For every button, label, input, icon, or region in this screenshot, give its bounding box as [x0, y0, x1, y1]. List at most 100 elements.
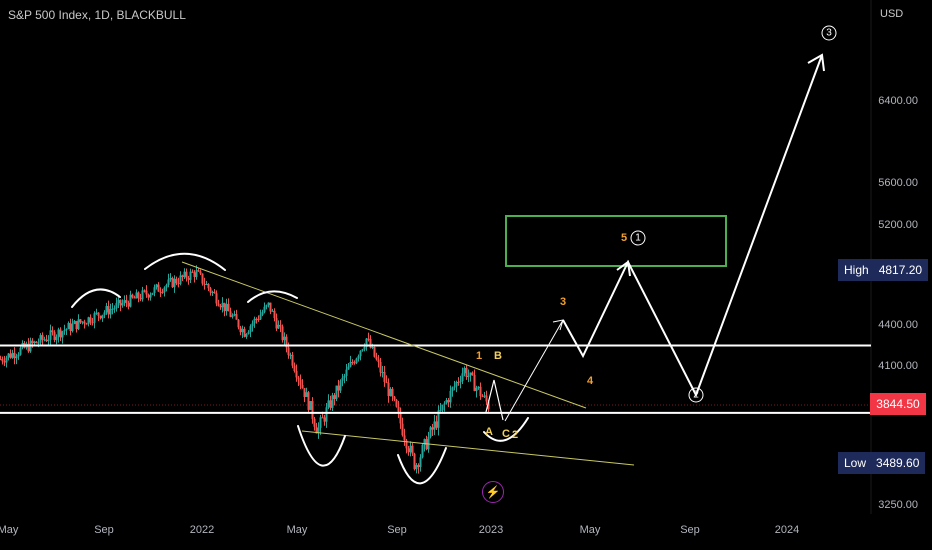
candle-body	[273, 310, 276, 319]
candle-body	[317, 427, 320, 434]
wave-circle-1: 1	[630, 230, 646, 246]
candle-body	[465, 367, 468, 378]
candle-body	[405, 440, 408, 449]
candle-body	[19, 347, 22, 355]
candle-body	[333, 395, 336, 399]
candle-body	[403, 435, 406, 441]
candle-body	[151, 292, 154, 295]
candle-body	[187, 278, 190, 280]
candle-body	[281, 326, 284, 341]
candle-body	[205, 284, 208, 286]
candle-body	[73, 321, 76, 324]
candle-body	[477, 386, 480, 388]
candle-body	[487, 401, 490, 410]
candle-body	[41, 335, 44, 340]
candle-body	[245, 333, 248, 337]
candle-body	[209, 288, 212, 293]
candle-body	[381, 372, 384, 374]
left-shoulder-arc[interactable]	[71, 288, 121, 308]
candle-body	[247, 332, 250, 334]
candle-body	[267, 302, 270, 306]
candle-body	[227, 303, 230, 312]
candle-body	[467, 375, 470, 378]
wave-b-path[interactable]	[485, 379, 504, 421]
candle-body	[263, 306, 266, 313]
candle-body	[309, 401, 312, 410]
candle-body	[249, 326, 252, 333]
candle-body	[455, 381, 458, 387]
low-badge-value: 3489.60	[876, 456, 920, 470]
candle-body	[401, 423, 404, 436]
candle-body	[299, 379, 302, 385]
time-label: Sep	[94, 524, 114, 536]
lightning-bolt-icon[interactable]: ⚡	[482, 481, 504, 503]
candle-body	[37, 342, 40, 344]
candle-body	[115, 303, 118, 309]
candle-body	[359, 350, 362, 357]
candle-body	[215, 293, 218, 304]
candle-body	[331, 395, 334, 408]
candle-body	[163, 287, 166, 293]
candle-body	[77, 319, 80, 330]
candle-body	[387, 382, 390, 397]
candle-body	[339, 380, 342, 391]
candle-body	[315, 426, 318, 434]
candle-body	[179, 275, 182, 284]
candle-body	[469, 372, 472, 376]
candle-body	[239, 327, 242, 333]
candle-body	[193, 272, 196, 278]
candle-body	[185, 271, 188, 279]
lower-trendline[interactable]	[301, 430, 635, 466]
target-box[interactable]	[505, 215, 727, 267]
candle-body	[395, 399, 398, 407]
wave-circle-2: 2	[688, 387, 704, 403]
price-label: 5200.00	[878, 219, 918, 231]
candle-body	[409, 445, 412, 453]
candle-body	[5, 357, 8, 363]
right-shoulder-arc[interactable]	[247, 290, 298, 303]
head-arc[interactable]	[144, 252, 226, 271]
candle-body	[149, 294, 152, 298]
candle-body	[463, 367, 466, 374]
candle-body	[363, 347, 366, 350]
candle-body	[289, 354, 292, 356]
candle-body	[183, 271, 186, 277]
candle-body	[133, 297, 136, 299]
candle-body	[85, 323, 88, 325]
inverse-head-arc[interactable]	[397, 447, 447, 485]
candle-body	[235, 314, 238, 320]
projection-leg-3[interactable]	[504, 319, 564, 422]
candle-body	[303, 388, 306, 397]
candle-body	[53, 332, 56, 341]
candle-body	[1, 359, 4, 362]
price-label: 4400.00	[878, 319, 918, 331]
candle-body	[423, 439, 426, 445]
candle-body	[13, 352, 16, 359]
candle-body	[329, 400, 332, 408]
candle-body	[55, 336, 58, 341]
inverse-left-shoulder-arc[interactable]	[297, 425, 346, 467]
candle-body	[105, 306, 108, 313]
projection-path[interactable]	[562, 54, 823, 398]
candle-body	[125, 300, 128, 303]
candle-body	[347, 366, 350, 370]
candle-body	[123, 300, 126, 304]
candle-body	[121, 303, 124, 306]
candle-body	[325, 407, 328, 422]
candle-body	[191, 271, 194, 273]
inverse-right-shoulder-arc[interactable]	[483, 417, 529, 442]
candle-body	[295, 371, 298, 378]
candle-body	[261, 312, 264, 315]
candle-body	[427, 436, 430, 450]
candle-body	[49, 330, 52, 340]
candle-body	[195, 270, 198, 278]
time-label: 2022	[189, 524, 215, 536]
upper-trendline[interactable]	[181, 261, 587, 409]
candle-body	[217, 303, 220, 306]
candle-body	[233, 314, 236, 316]
time-label: May	[286, 524, 308, 536]
time-label: Sep	[387, 524, 407, 536]
candle-body	[103, 312, 106, 315]
candle-body	[161, 291, 164, 293]
